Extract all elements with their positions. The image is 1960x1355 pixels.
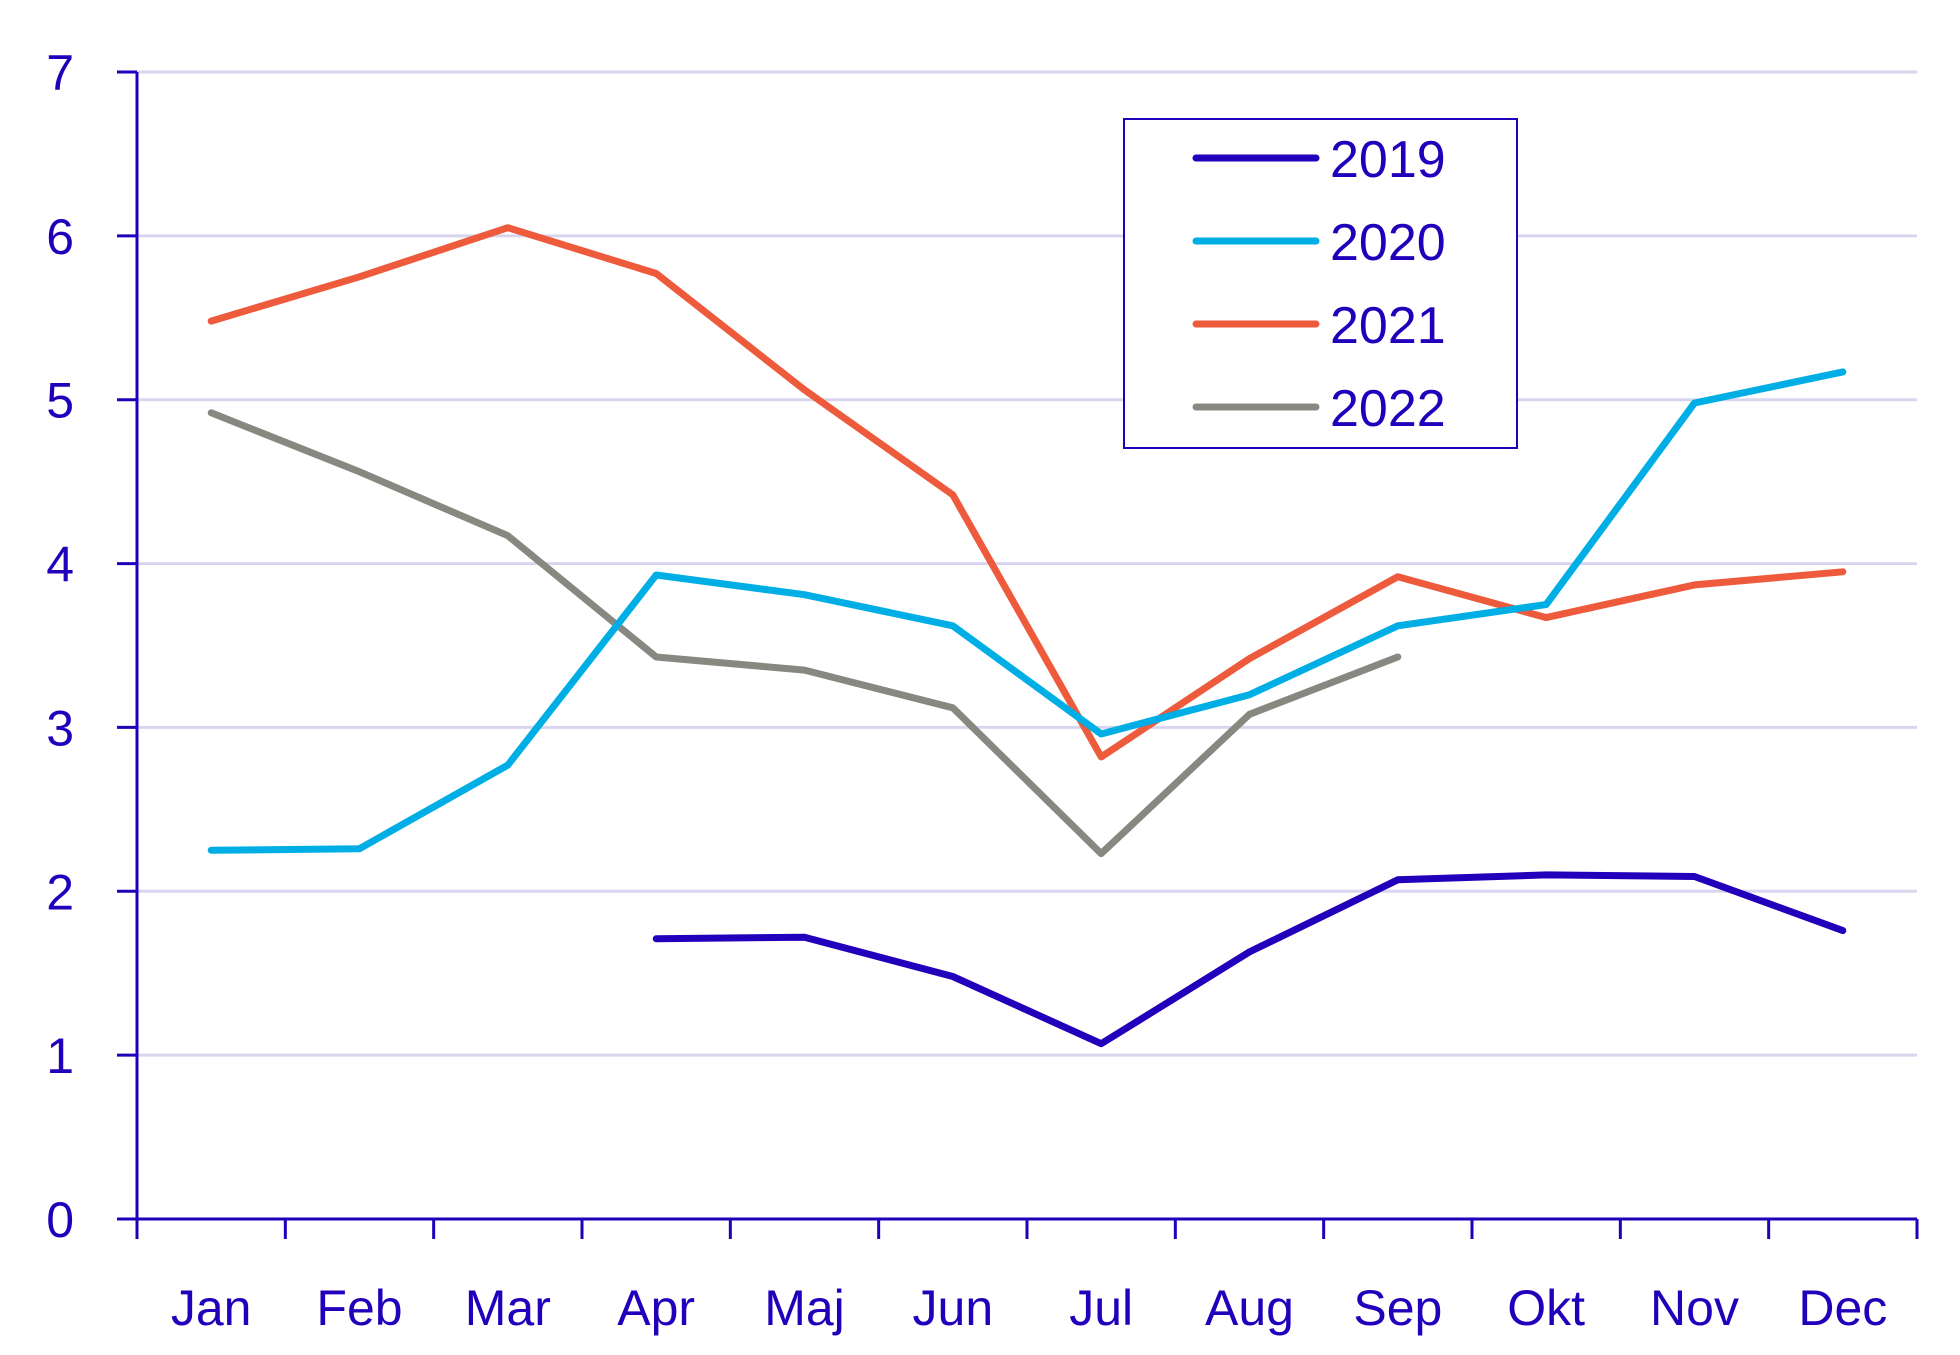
series-line-2020	[207, 368, 1847, 854]
series-line-2022	[207, 409, 1402, 858]
legend-label-2020: 2020	[1330, 214, 1446, 272]
x-tick-label-dec: Dec	[1798, 1280, 1887, 1336]
series-line-2021	[207, 224, 1847, 761]
x-tick-label-mar: Mar	[465, 1280, 551, 1336]
series-line-2019	[652, 871, 1847, 1048]
x-tick-label-jul: Jul	[1069, 1280, 1133, 1336]
axes: 0 1 2 3 4 5 6 7 Jan Feb Mar Apr Maj Jun Jul Aug Sep Okt No…	[46, 45, 1919, 1336]
x-tick-label-jan: Jan	[171, 1280, 252, 1336]
x-tick-label-aug: Aug	[1205, 1280, 1294, 1336]
x-tick-label-maj: Maj	[764, 1280, 845, 1336]
y-tick-label: 6	[46, 209, 74, 265]
y-tick-label: 5	[46, 373, 74, 429]
y-tick-label: 2	[46, 864, 74, 920]
legend-label-2021: 2021	[1330, 297, 1446, 355]
x-tick-label-okt: Okt	[1507, 1280, 1585, 1336]
y-tick-label: 3	[46, 700, 74, 756]
x-tick-label-jun: Jun	[913, 1280, 994, 1336]
y-tick-label: 1	[46, 1028, 74, 1084]
series-lines	[207, 224, 1847, 1048]
grid-lines	[137, 70, 1917, 1057]
legend-label-2022: 2022	[1330, 380, 1446, 438]
x-tick-label-nov: Nov	[1650, 1280, 1739, 1336]
y-tick-label: 0	[46, 1192, 74, 1248]
x-tick-label-sep: Sep	[1353, 1280, 1442, 1336]
x-tick-label-feb: Feb	[316, 1280, 402, 1336]
y-tick-label: 4	[46, 537, 74, 593]
legend-box	[1123, 118, 1518, 449]
legend: 2019 2020 2021 2022	[1123, 118, 1518, 449]
y-tick-label: 7	[46, 45, 74, 101]
x-tick-label-apr: Apr	[617, 1280, 695, 1336]
legend-label-2019: 2019	[1330, 131, 1446, 189]
